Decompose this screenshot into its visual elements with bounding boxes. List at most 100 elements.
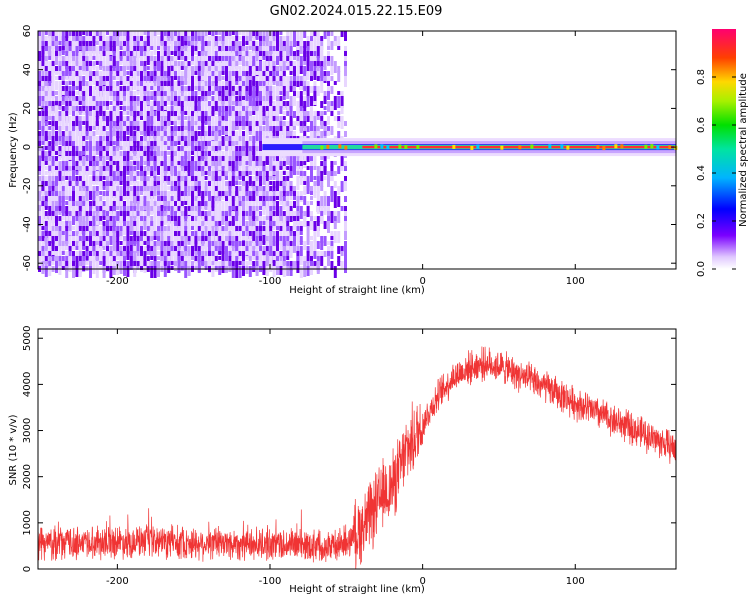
spectrogram-cell: [68, 136, 72, 141]
spectrogram-cell: [126, 31, 130, 40]
spectrogram-cell: [89, 251, 92, 258]
spectrogram-cell: [160, 81, 164, 90]
spectrogram-cell: [177, 201, 181, 210]
spectrogram-cell: [228, 251, 232, 257]
spectrogram-cell: [75, 121, 79, 130]
spectrogram-cell: [174, 76, 177, 80]
spectrogram-cell: [225, 141, 228, 148]
spectrogram-cell: [58, 31, 62, 36]
spectrogram-cell: [146, 171, 150, 175]
spectrogram-cell: [129, 106, 133, 111]
spectrogram-cell: [129, 261, 133, 266]
spectrogram-cell: [191, 131, 194, 140]
spectrogram-cell: [174, 116, 177, 123]
spectrogram-cell: [61, 231, 65, 235]
spectrogram-cell: [85, 236, 89, 242]
spectrogram-cell: [106, 161, 109, 167]
spectrogram-cell: [167, 51, 171, 59]
spectrogram-cell: [201, 116, 205, 123]
spectrogram-cell: [180, 41, 184, 49]
spectrogram-cell: [299, 41, 303, 47]
spectrogram-cell: [252, 251, 256, 256]
spectrogram-cell: [129, 131, 133, 138]
spectrogram-cell: [191, 166, 194, 172]
spectrogram-cell: [163, 221, 167, 225]
snr-y-tick-label: 5000: [22, 326, 33, 351]
spectrogram-cell: [72, 131, 75, 137]
spectrogram-cell: [323, 96, 327, 104]
spectrogram-cell: [231, 131, 235, 136]
spectrogram-cell: [44, 171, 48, 175]
spectrogram-cell: [306, 86, 310, 98]
spectrogram-cell: [167, 151, 171, 155]
spectrogram-cell: [218, 56, 222, 63]
spectrogram-cell: [126, 111, 130, 115]
spectrogram-cell: [58, 231, 62, 239]
spectrogram-cell: [85, 151, 89, 155]
spectrogram-cell: [55, 216, 58, 225]
spectrogram-cell: [303, 266, 307, 277]
spectrogram-cell: [269, 256, 273, 264]
spectrogram-cell: [187, 231, 191, 235]
spectrogram-cell: [204, 31, 208, 38]
spectrogram-cell: [58, 76, 62, 80]
spectrogram-cell: [310, 256, 313, 263]
spectrogram-cell: [252, 231, 256, 236]
spectrogram-cell: [262, 211, 266, 215]
spectrogram-cell: [208, 216, 211, 223]
spectrogram-cell: [299, 171, 303, 178]
spectrogram-cell: [109, 66, 113, 71]
spectrogram-cell: [180, 226, 184, 230]
spectrogram-cell: [320, 51, 324, 60]
spectrogram-cell: [48, 116, 52, 120]
spectrogram-cell: [38, 171, 41, 175]
spectrogram-cell: [238, 246, 242, 251]
spectrogram-cell: [95, 191, 99, 198]
spectrogram-cell: [92, 176, 96, 184]
spectrogram-cell: [146, 161, 150, 167]
spectrogram-cell: [157, 256, 160, 260]
spectrogram-cell: [65, 91, 69, 100]
spectrogram-cell: [41, 216, 45, 221]
spectrogram-cell: [61, 161, 65, 166]
spectrogram-cell: [78, 101, 82, 105]
spectrogram-cell: [72, 221, 75, 225]
spectrogram-cell: [187, 46, 191, 51]
spectrogram-cell: [157, 136, 160, 145]
spectrogram-cell: [51, 256, 55, 261]
spectrogram-cell: [238, 111, 242, 120]
spectrogram-cell: [303, 66, 307, 74]
spectrogram-cell: [82, 251, 86, 256]
spectrogram-cell: [160, 221, 164, 226]
spectrogram-cell: [262, 31, 266, 39]
spectrogram-cell: [231, 261, 235, 270]
spectrogram-cell: [163, 71, 167, 78]
spectrogram-cell: [150, 261, 154, 267]
spectrogram-cell: [238, 241, 242, 246]
spectrogram-cell: [299, 196, 303, 200]
spectrogram-cell: [286, 101, 290, 110]
spectrogram-cell: [306, 126, 310, 132]
spectrogram-cell: [123, 31, 126, 38]
spectrogram-cell: [95, 241, 99, 245]
spectrogram-cell: [163, 146, 167, 155]
spectrogram-cell: [89, 146, 92, 153]
spectrogram-cell: [269, 181, 273, 185]
spectrogram-cell: [89, 121, 92, 126]
spectrogram-cell: [187, 116, 191, 125]
spectrogram-cell: [306, 246, 310, 253]
spectrogram-cell: [296, 116, 300, 125]
spectrogram-cell: [245, 141, 249, 148]
spectrogram-cell: [146, 31, 150, 38]
spectrogram-cell: [163, 76, 167, 81]
spectrogram-cell: [337, 111, 341, 115]
spectrogram-cell: [252, 186, 256, 194]
spectrogram-band-speckle: [614, 144, 618, 149]
spectrogram-cell: [170, 131, 174, 138]
spectrogram-cell: [112, 171, 116, 180]
spectrogram-cell: [51, 181, 55, 187]
spectrogram-cell: [197, 201, 201, 206]
spectrogram-cell: [242, 136, 245, 144]
spectrogram-cell: [303, 81, 307, 89]
spectrogram-cell: [95, 66, 99, 71]
